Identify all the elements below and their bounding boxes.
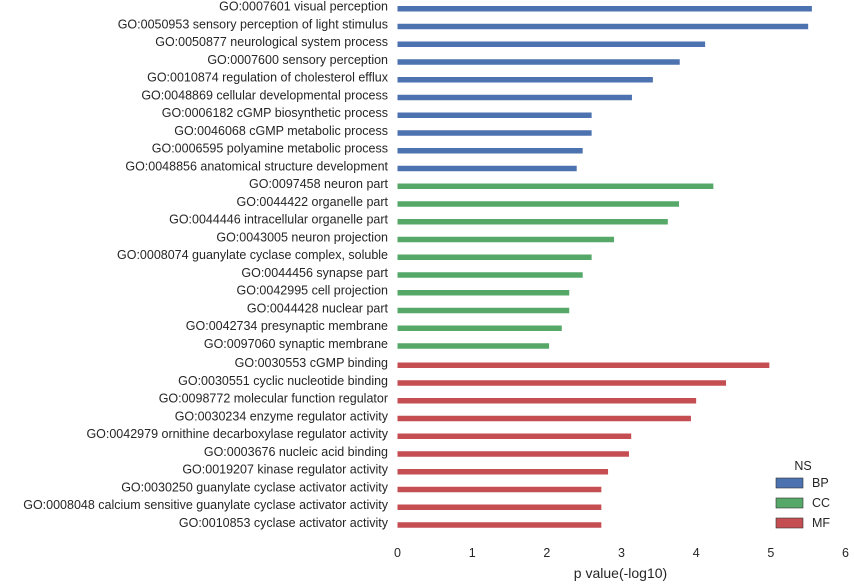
bar-mf bbox=[397, 486, 602, 493]
bar-cc bbox=[397, 236, 615, 243]
y-tick-label: GO:0030250 guanylate cyclase activator a… bbox=[121, 480, 389, 494]
legend-label-cc: CC bbox=[812, 496, 830, 510]
x-axis-label: p value(-log10) bbox=[574, 565, 667, 581]
y-tick-label: GO:0044456 synapse part bbox=[241, 266, 388, 280]
legend: NS BP CC MF bbox=[775, 459, 830, 530]
bar-bp bbox=[397, 130, 592, 136]
bar-bp bbox=[397, 94, 632, 101]
bar-mf bbox=[397, 469, 609, 475]
x-tick-label: 5 bbox=[767, 546, 774, 560]
bar-bp bbox=[397, 165, 577, 172]
legend-label-mf: MF bbox=[812, 516, 830, 530]
y-tick-label: GO:0008048 calcium sensitive guanylate c… bbox=[23, 498, 389, 512]
y-tick-label: GO:0007601 visual perception bbox=[219, 0, 388, 14]
bars-layer bbox=[397, 6, 812, 528]
legend-title: NS bbox=[794, 459, 811, 473]
x-tick-label: 0 bbox=[394, 546, 401, 560]
y-tick-label: GO:0046068 cGMP metabolic process bbox=[174, 124, 388, 138]
y-tick-label: GO:0010874 regulation of cholesterol eff… bbox=[147, 71, 389, 85]
bar-cc bbox=[397, 290, 570, 296]
bar-mf bbox=[397, 380, 727, 386]
y-tick-label: GO:0044422 organelle part bbox=[237, 195, 389, 209]
y-tick-label: GO:0019207 kinase regulator activity bbox=[182, 463, 388, 477]
y-tick-label: GO:0048856 anatomical structure developm… bbox=[125, 159, 388, 173]
bar-mf bbox=[397, 415, 691, 422]
bar-cc bbox=[397, 254, 592, 260]
bar-mf bbox=[397, 362, 770, 368]
x-tick-label: 3 bbox=[618, 546, 625, 560]
bar-bp bbox=[397, 77, 653, 83]
bar-bp bbox=[397, 41, 706, 47]
y-tick-label: GO:0050877 neurological system process bbox=[155, 35, 388, 49]
x-tick-labels: 0 1 2 3 4 5 6 bbox=[394, 546, 849, 560]
bar-bp bbox=[397, 6, 812, 12]
y-tick-label: GO:0042734 presynaptic membrane bbox=[186, 319, 388, 333]
bar-bp bbox=[397, 59, 680, 65]
y-tick-label: GO:0008074 guanylate cyclase complex, so… bbox=[117, 248, 388, 262]
bar-mf bbox=[397, 398, 697, 404]
bar-cc bbox=[397, 201, 679, 207]
y-tick-label: GO:0098772 molecular function regulator bbox=[159, 392, 388, 406]
legend-swatch-bp bbox=[775, 477, 804, 489]
y-tick-label: GO:0043005 neuron projection bbox=[216, 230, 388, 244]
y-tick-label: GO:0010853 cyclase activator activity bbox=[179, 516, 389, 530]
y-tick-label: GO:0030234 enzyme regulator activity bbox=[175, 409, 389, 423]
bar-mf bbox=[397, 433, 632, 439]
y-tick-label: GO:0097458 neuron part bbox=[249, 177, 389, 191]
y-tick-label: GO:0044446 intracellular organelle part bbox=[169, 213, 388, 227]
x-tick-label: 6 bbox=[842, 546, 849, 560]
y-tick-label: GO:0030551 cyclic nucleotide binding bbox=[178, 374, 388, 388]
legend-swatch-cc bbox=[775, 497, 804, 509]
y-tick-label: GO:0048869 cellular developmental proces… bbox=[141, 88, 388, 102]
y-tick-labels: GO:0007601 visual perception GO:0050953 s… bbox=[23, 0, 389, 530]
y-tick-label: GO:0007600 sensory perception bbox=[207, 53, 388, 67]
bar-bp bbox=[397, 148, 583, 154]
legend-label-bp: BP bbox=[812, 476, 829, 490]
bar-cc bbox=[397, 307, 570, 314]
bar-mf bbox=[397, 522, 602, 528]
bar-cc bbox=[397, 343, 550, 349]
y-tick-label: GO:0042995 cell projection bbox=[237, 284, 389, 298]
x-tick-label: 2 bbox=[543, 546, 550, 560]
bar-cc bbox=[397, 272, 583, 278]
legend-swatch-mf bbox=[775, 517, 804, 529]
y-tick-label: GO:0006595 polyamine metabolic process bbox=[152, 142, 388, 156]
bar-cc bbox=[397, 219, 668, 225]
legend-entries: BP CC MF bbox=[775, 476, 830, 530]
bar-mf bbox=[397, 451, 629, 457]
bar-mf bbox=[397, 504, 602, 510]
y-tick-label: GO:0050953 sensory perception of light s… bbox=[118, 17, 388, 31]
y-tick-label: GO:0044428 nuclear part bbox=[247, 301, 389, 315]
x-tick-label: 1 bbox=[469, 546, 476, 560]
y-tick-label: GO:0006182 cGMP biosynthetic process bbox=[162, 106, 388, 120]
x-tick-label: 4 bbox=[693, 546, 700, 560]
y-tick-label: GO:0003676 nucleic acid binding bbox=[204, 445, 388, 459]
y-tick-label: GO:0097060 synaptic membrane bbox=[204, 337, 388, 351]
y-tick-label: GO:0030553 cGMP binding bbox=[235, 356, 388, 370]
y-tick-label: GO:0042979 ornithine decarboxylase regul… bbox=[86, 427, 388, 441]
bar-bp bbox=[397, 112, 592, 118]
bar-cc bbox=[397, 183, 714, 189]
bar-cc bbox=[397, 325, 562, 331]
bar-bp bbox=[397, 23, 809, 30]
